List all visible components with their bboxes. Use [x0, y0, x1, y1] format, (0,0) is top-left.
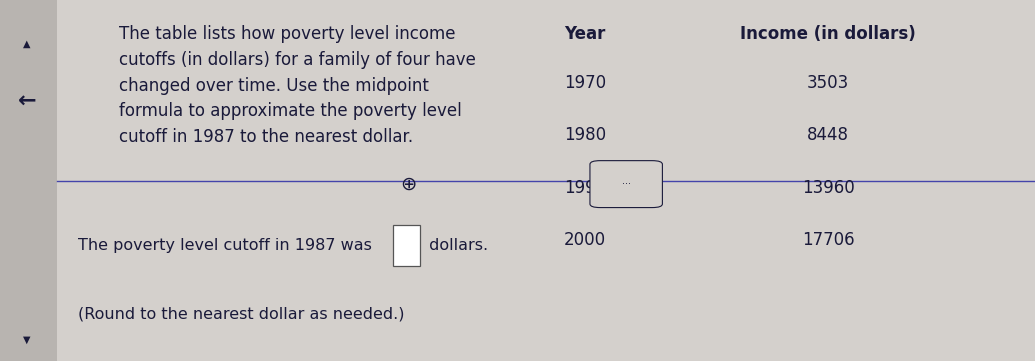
Text: 1970: 1970 — [564, 74, 607, 92]
Text: 3503: 3503 — [807, 74, 849, 92]
Text: The poverty level cutoff in 1987 was: The poverty level cutoff in 1987 was — [78, 238, 377, 253]
Text: Income (in dollars): Income (in dollars) — [740, 25, 916, 43]
Text: 8448: 8448 — [807, 126, 849, 144]
FancyBboxPatch shape — [393, 225, 420, 266]
Text: ▲: ▲ — [23, 38, 31, 48]
Text: dollars.: dollars. — [424, 238, 489, 253]
Text: (Round to the nearest dollar as needed.): (Round to the nearest dollar as needed.) — [78, 306, 404, 322]
Text: 1990: 1990 — [564, 179, 607, 197]
Text: 17706: 17706 — [802, 231, 854, 249]
Text: 2000: 2000 — [564, 231, 607, 249]
Text: ←: ← — [18, 91, 36, 111]
Text: The table lists how poverty level income
cutoffs (in dollars) for a family of fo: The table lists how poverty level income… — [119, 25, 476, 146]
FancyBboxPatch shape — [0, 0, 57, 361]
Text: 13960: 13960 — [802, 179, 854, 197]
Text: Year: Year — [564, 25, 605, 43]
Text: ▼: ▼ — [23, 334, 31, 344]
FancyBboxPatch shape — [590, 161, 662, 208]
Text: 1980: 1980 — [564, 126, 607, 144]
Text: ···: ··· — [622, 179, 630, 189]
Text: ⊕: ⊕ — [401, 175, 417, 193]
